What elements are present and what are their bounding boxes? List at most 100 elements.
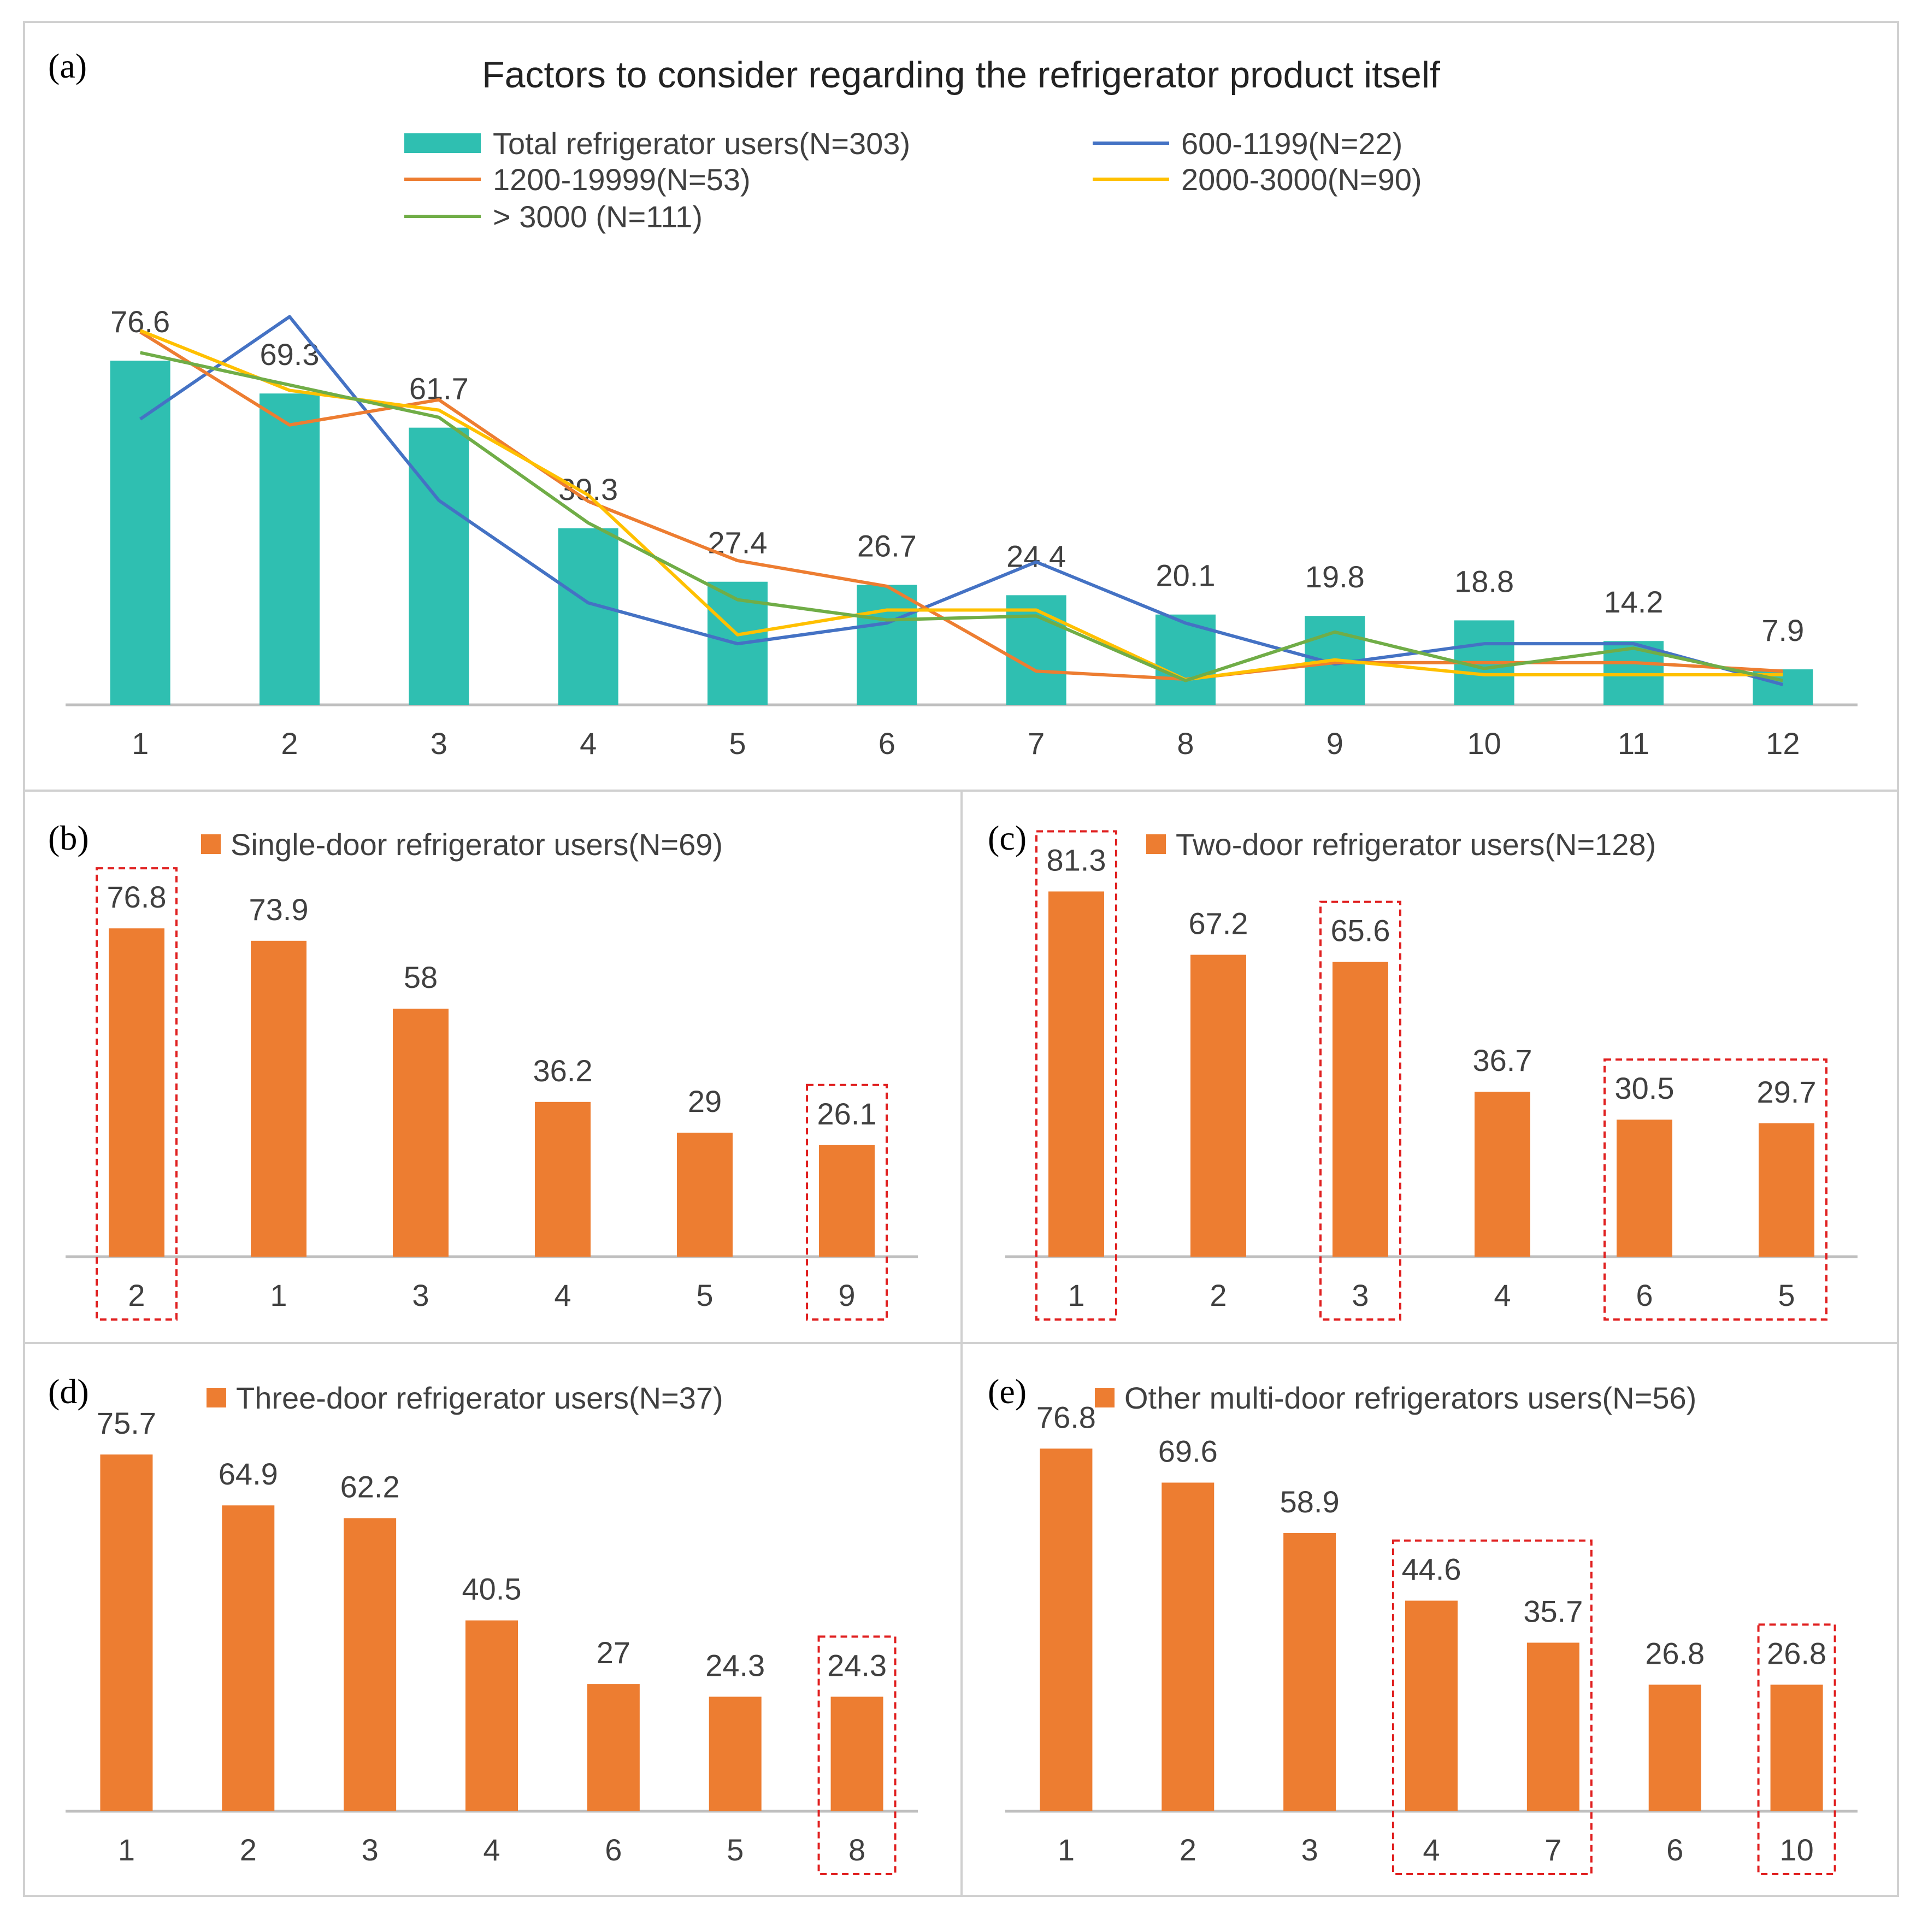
data-label: 81.3	[1047, 843, 1106, 877]
x-tick-label: 8	[848, 1833, 865, 1867]
bar	[1006, 595, 1066, 705]
highlight-box	[1603, 1058, 1827, 1321]
data-label: 24.3	[827, 1648, 887, 1682]
bar	[109, 928, 164, 1257]
data-label: 29	[688, 1084, 722, 1118]
data-label: 26.8	[1767, 1636, 1826, 1670]
data-label: 64.9	[219, 1457, 278, 1491]
legend-label: 600-1199(N=22)	[1181, 126, 1402, 161]
bar	[535, 1102, 591, 1257]
series-line	[140, 351, 1783, 682]
x-tick-label: 4	[483, 1833, 500, 1867]
panel-frames	[23, 21, 1899, 1897]
data-label: 73.9	[249, 892, 309, 927]
bar	[1617, 1120, 1672, 1257]
data-label: 36.2	[533, 1053, 593, 1088]
legend-label: Single-door refrigerator users(N=69)	[231, 827, 723, 862]
bar	[1048, 891, 1104, 1257]
data-label: 58.9	[1280, 1485, 1340, 1519]
chart-panel-a: (a) Factors to consider regarding the ref…	[48, 46, 1858, 761]
x-tick-label: 2	[1180, 1833, 1196, 1867]
data-label: 14.2	[1604, 585, 1664, 619]
chart-panel-e: (e) Other multi-door refrigerators users(…	[988, 1372, 1858, 1875]
legend-swatch	[201, 834, 221, 854]
panel-letter-a: (a)	[48, 46, 87, 85]
bar	[465, 1620, 518, 1811]
highlight-box	[806, 1083, 888, 1321]
x-tick-label: 2	[1210, 1278, 1227, 1312]
x-tick-label: 4	[1494, 1278, 1511, 1312]
data-label: 35.7	[1523, 1594, 1583, 1628]
x-tick-label: 2	[128, 1278, 145, 1312]
x-tick-label: 11	[1618, 726, 1649, 761]
x-tick-label: 5	[727, 1833, 744, 1867]
bar	[1040, 1448, 1093, 1811]
data-label: 62.2	[340, 1470, 400, 1504]
data-label: 69.6	[1158, 1434, 1218, 1469]
bar	[1526, 1642, 1579, 1811]
chart-title: Factors to consider regarding the refrig…	[482, 54, 1440, 96]
x-tick-label: 10	[1779, 1833, 1813, 1867]
data-label: 20.1	[1156, 558, 1216, 593]
data-label: 67.2	[1189, 906, 1248, 940]
bar	[344, 1518, 397, 1811]
x-tick-label: 9	[1326, 726, 1343, 761]
x-tick-label: 7	[1544, 1833, 1561, 1867]
series-line	[139, 331, 1783, 681]
data-label: 19.8	[1305, 559, 1365, 594]
data-label: 40.5	[462, 1572, 522, 1606]
legend-label: Total refrigerator users(N=303)	[493, 126, 910, 161]
data-label: 7.9	[1761, 613, 1804, 647]
x-tick-label: 1	[1068, 1278, 1084, 1312]
highlight-box	[1757, 1623, 1836, 1875]
data-label: 18.8	[1454, 564, 1514, 598]
bar	[1283, 1533, 1336, 1811]
chart-panel-d: (d) Three-door refrigerator users(N=37) 75…	[48, 1372, 918, 1876]
x-tick-label: 5	[1778, 1278, 1795, 1312]
data-label: 29.7	[1757, 1075, 1817, 1109]
bar	[558, 528, 618, 705]
x-tick-label: 6	[879, 726, 895, 761]
bar	[393, 1009, 449, 1257]
highlight-box	[1319, 900, 1401, 1321]
bar	[587, 1684, 640, 1811]
bar	[1770, 1684, 1823, 1811]
highlight-box	[1392, 1539, 1593, 1875]
panel-letter-e: (e)	[988, 1372, 1027, 1411]
bar	[1759, 1123, 1814, 1257]
x-tick-label: 1	[1058, 1833, 1075, 1867]
data-label: 76.8	[107, 880, 167, 914]
bar	[857, 585, 917, 705]
bar	[709, 1697, 762, 1811]
x-tick-label: 2	[281, 726, 298, 761]
data-label: 27	[597, 1635, 630, 1670]
data-label: 24.3	[705, 1648, 765, 1682]
x-tick-label: 9	[838, 1278, 855, 1312]
x-tick-label: 3	[431, 726, 447, 761]
data-label: 26.7	[857, 528, 917, 563]
x-tick-label: 6	[1636, 1278, 1653, 1312]
chart-panel-c: (c) Two-door refrigerator users(N=128) 81.…	[988, 818, 1858, 1321]
data-label: 24.4	[1006, 539, 1066, 573]
bar	[1190, 955, 1246, 1257]
series-line	[139, 329, 1783, 681]
series-line	[139, 315, 1784, 686]
bar	[1648, 1684, 1701, 1811]
panel-letter-b: (b)	[48, 818, 89, 857]
highlight-box	[817, 1635, 897, 1876]
data-label: 30.5	[1615, 1071, 1675, 1105]
bar	[251, 940, 306, 1257]
bar	[677, 1133, 733, 1257]
legend-label: Three-door refrigerator users(N=37)	[236, 1381, 723, 1415]
x-tick-label: 10	[1467, 726, 1501, 761]
highlight-box	[96, 867, 178, 1321]
x-tick-label: 3	[1352, 1278, 1369, 1312]
x-tick-label: 6	[1666, 1833, 1683, 1867]
x-tick-label: 4	[554, 1278, 571, 1312]
bar	[222, 1505, 275, 1811]
data-label: 27.4	[708, 526, 768, 560]
legend-label: > 3000 (N=111)	[493, 199, 703, 234]
data-label: 65.6	[1331, 914, 1390, 948]
legend-label: Other multi-door refrigerators users(N=5…	[1124, 1381, 1696, 1415]
